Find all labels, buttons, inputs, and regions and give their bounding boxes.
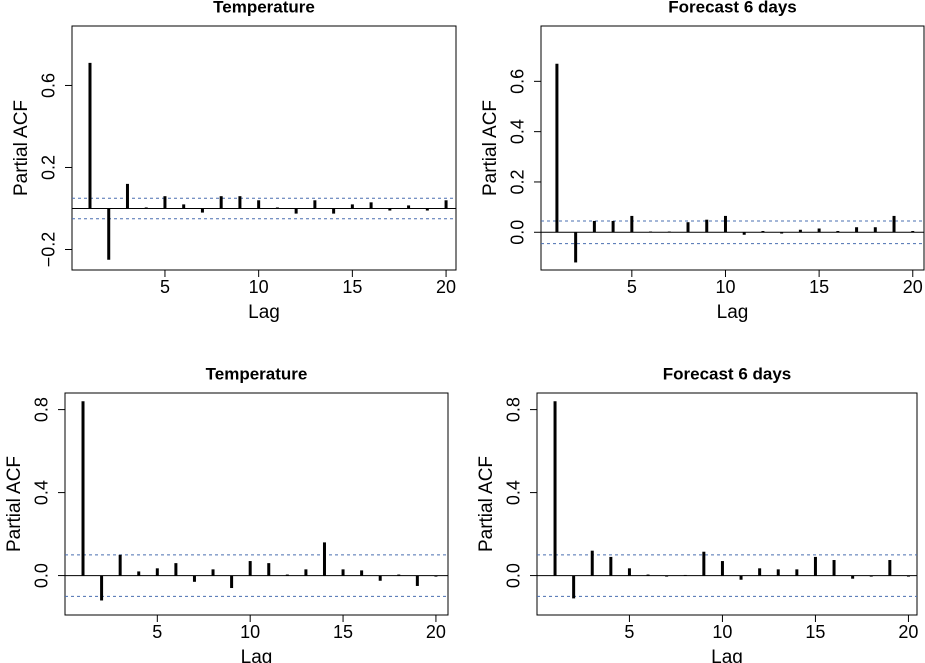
y-axis-label: Partial ACF (476, 456, 497, 552)
chart-title: Forecast 6 days (663, 364, 792, 383)
y-axis-label: Partial ACF (480, 100, 501, 196)
x-tick-label: 15 (333, 622, 353, 642)
y-tick-label: 0.0 (504, 563, 524, 588)
x-tick-label: 5 (627, 277, 637, 297)
x-axis-label: Lag (241, 647, 273, 663)
y-tick-label: 0.4 (32, 480, 52, 505)
plot-frame (536, 392, 918, 616)
x-tick-label: 20 (898, 622, 918, 642)
y-tick-label: −0.2 (39, 232, 59, 268)
x-axis-label: Lag (248, 302, 280, 323)
y-tick-label: 0.2 (508, 169, 528, 194)
plot-frame (71, 25, 457, 271)
x-tick-label: 20 (436, 277, 456, 297)
x-tick-label: 15 (805, 622, 825, 642)
x-tick-label: 10 (240, 622, 260, 642)
plot-frame (64, 392, 449, 616)
y-axis-label: Partial ACF (11, 100, 32, 196)
x-tick-label: 15 (342, 277, 362, 297)
y-tick-label: 0.8 (32, 397, 52, 422)
y-tick-label: 0.4 (508, 119, 528, 144)
x-tick-label: 5 (160, 277, 170, 297)
x-tick-label: 20 (426, 622, 446, 642)
x-tick-label: 10 (712, 622, 732, 642)
y-tick-label: 0.0 (32, 563, 52, 588)
plot-frame (540, 25, 925, 271)
x-tick-label: 10 (715, 277, 735, 297)
x-tick-label: 20 (903, 277, 923, 297)
chart-title: Temperature (206, 364, 308, 383)
y-axis-label: Partial ACF (4, 456, 25, 552)
chart-title: Temperature (213, 0, 315, 16)
y-tick-label: 0.6 (39, 73, 59, 98)
x-axis-label: Lag (711, 647, 743, 663)
x-tick-label: 5 (152, 622, 162, 642)
y-tick-label: 0.6 (508, 69, 528, 94)
y-tick-label: 0.2 (39, 155, 59, 180)
x-tick-label: 15 (809, 277, 829, 297)
y-tick-label: 0.0 (508, 220, 528, 245)
x-tick-label: 10 (249, 277, 269, 297)
x-axis-label: Lag (717, 302, 749, 323)
x-tick-label: 5 (624, 622, 634, 642)
chart-title: Forecast 6 days (668, 0, 797, 16)
y-tick-label: 0.4 (504, 480, 524, 505)
y-tick-label: 0.8 (504, 397, 524, 422)
